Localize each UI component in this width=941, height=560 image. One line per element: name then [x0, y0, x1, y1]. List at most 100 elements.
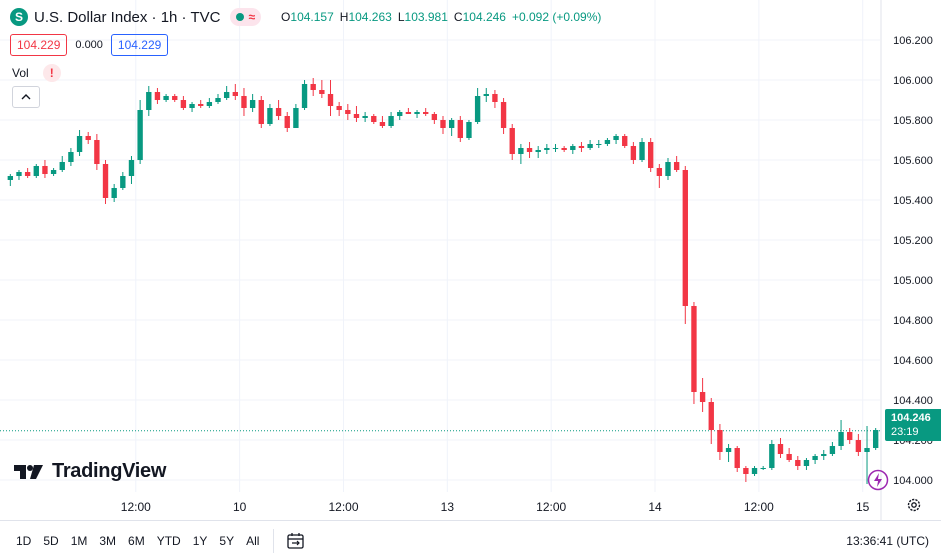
range-button-5y[interactable]: 5Y: [219, 533, 235, 548]
candle-body: [414, 112, 420, 114]
candle-body: [751, 468, 758, 474]
candle: [864, 426, 870, 484]
tradingview-logo-icon: [14, 464, 43, 479]
low-label: L: [397, 10, 405, 24]
candle-body: [500, 102, 507, 128]
candle-body: [327, 94, 334, 106]
candle-body: [163, 96, 169, 100]
candle: [483, 88, 489, 102]
candle-body: [180, 100, 187, 108]
range-button-3m[interactable]: 3M: [99, 533, 117, 548]
range-button-6m[interactable]: 6M: [128, 533, 145, 548]
candle: [855, 434, 862, 456]
candle: [94, 134, 100, 170]
candle-body: [682, 170, 688, 306]
volume-label[interactable]: Vol: [12, 66, 29, 80]
candle-body: [59, 162, 65, 170]
candle: [786, 448, 792, 462]
range-button-1m[interactable]: 1M: [70, 533, 88, 548]
candle: [492, 90, 498, 108]
range-button-1y[interactable]: 1Y: [192, 533, 208, 548]
candle-body: [440, 120, 446, 128]
candle: [743, 466, 749, 482]
candle-body: [725, 448, 732, 452]
candle-body: [648, 142, 654, 168]
y-tick-label: 104.800: [893, 315, 933, 327]
candle: [249, 94, 256, 112]
last-price-tag: 104.246 23:19: [885, 409, 941, 441]
x-tick-label: 12:00: [536, 500, 566, 514]
warning-icon[interactable]: !: [42, 64, 61, 82]
candle: [345, 104, 351, 120]
x-tick-label: 14: [648, 500, 662, 514]
y-tick-label: 105.600: [893, 155, 933, 167]
candle: [327, 80, 334, 116]
candle: [163, 94, 169, 102]
high-value: 104.263: [348, 10, 392, 24]
x-tick-label: 13: [441, 500, 455, 514]
volume-legend: Vol !: [12, 64, 61, 82]
open-value: 104.157: [290, 10, 334, 24]
x-tick-label: 12:00: [744, 500, 774, 514]
collapse-legend-button[interactable]: [12, 86, 40, 108]
candle-body: [786, 454, 792, 460]
candle-body: [154, 92, 161, 100]
candle-body: [587, 144, 593, 148]
candle-body: [474, 96, 481, 122]
candle: [570, 144, 576, 154]
candle: [319, 80, 325, 98]
candle-body: [734, 448, 740, 468]
close-label: C: [453, 10, 463, 24]
price-axis[interactable]: 106.200 106.000 105.800 105.600 105.400 105.2…: [880, 0, 933, 520]
candle-body: [699, 392, 706, 402]
candle-body: [743, 468, 749, 474]
candle: [301, 80, 308, 110]
spread-value: 0.000: [75, 39, 103, 51]
candle-body: [146, 92, 152, 110]
clock-timezone[interactable]: 13:36:41 (UTC): [846, 533, 929, 548]
candle-body: [552, 148, 559, 149]
candle-body: [864, 448, 870, 452]
range-button-ytd[interactable]: YTD: [156, 533, 181, 548]
range-button-1d[interactable]: 1D: [16, 533, 32, 548]
buy-price-button[interactable]: 104.229: [110, 34, 169, 56]
candle-body: [448, 120, 455, 128]
candle-body: [544, 148, 550, 150]
candle-body: [760, 468, 766, 469]
range-button-5d[interactable]: 5D: [43, 533, 59, 548]
symbol-title[interactable]: U.S. Dollar Index · 1h · TVC: [34, 8, 221, 26]
candle-body: [371, 116, 377, 122]
candle: [656, 164, 663, 188]
candle: [362, 112, 368, 122]
sell-price-button[interactable]: 104.229: [10, 34, 68, 56]
tradingview-logo[interactable]: TradingView: [14, 460, 166, 483]
calendar-goto-icon[interactable]: [286, 531, 306, 551]
candle-body: [241, 96, 247, 108]
candle: [518, 144, 524, 164]
candle: [120, 172, 126, 190]
candle-body: [596, 144, 602, 145]
symbol-logo-icon[interactable]: S: [10, 8, 28, 26]
bar-countdown: 23:19: [891, 426, 919, 438]
candle-body: [578, 146, 585, 148]
gear-icon[interactable]: [906, 497, 922, 518]
candle-body: [336, 106, 342, 110]
candle: [232, 84, 238, 100]
candle-body: [111, 188, 117, 198]
market-status-pill[interactable]: ≈: [230, 8, 262, 26]
candle: [457, 116, 463, 142]
candle: [284, 112, 290, 132]
candle: [630, 142, 637, 164]
candle: [717, 424, 723, 460]
range-button-all[interactable]: All: [246, 533, 260, 548]
candle: [673, 156, 680, 172]
candle: [509, 124, 515, 160]
candle-body: [509, 128, 515, 154]
candle-body: [16, 172, 22, 176]
candle-body: [691, 306, 697, 392]
candle: [388, 112, 394, 128]
y-tick-label: 105.800: [893, 115, 933, 127]
lightning-icon[interactable]: [867, 469, 889, 496]
